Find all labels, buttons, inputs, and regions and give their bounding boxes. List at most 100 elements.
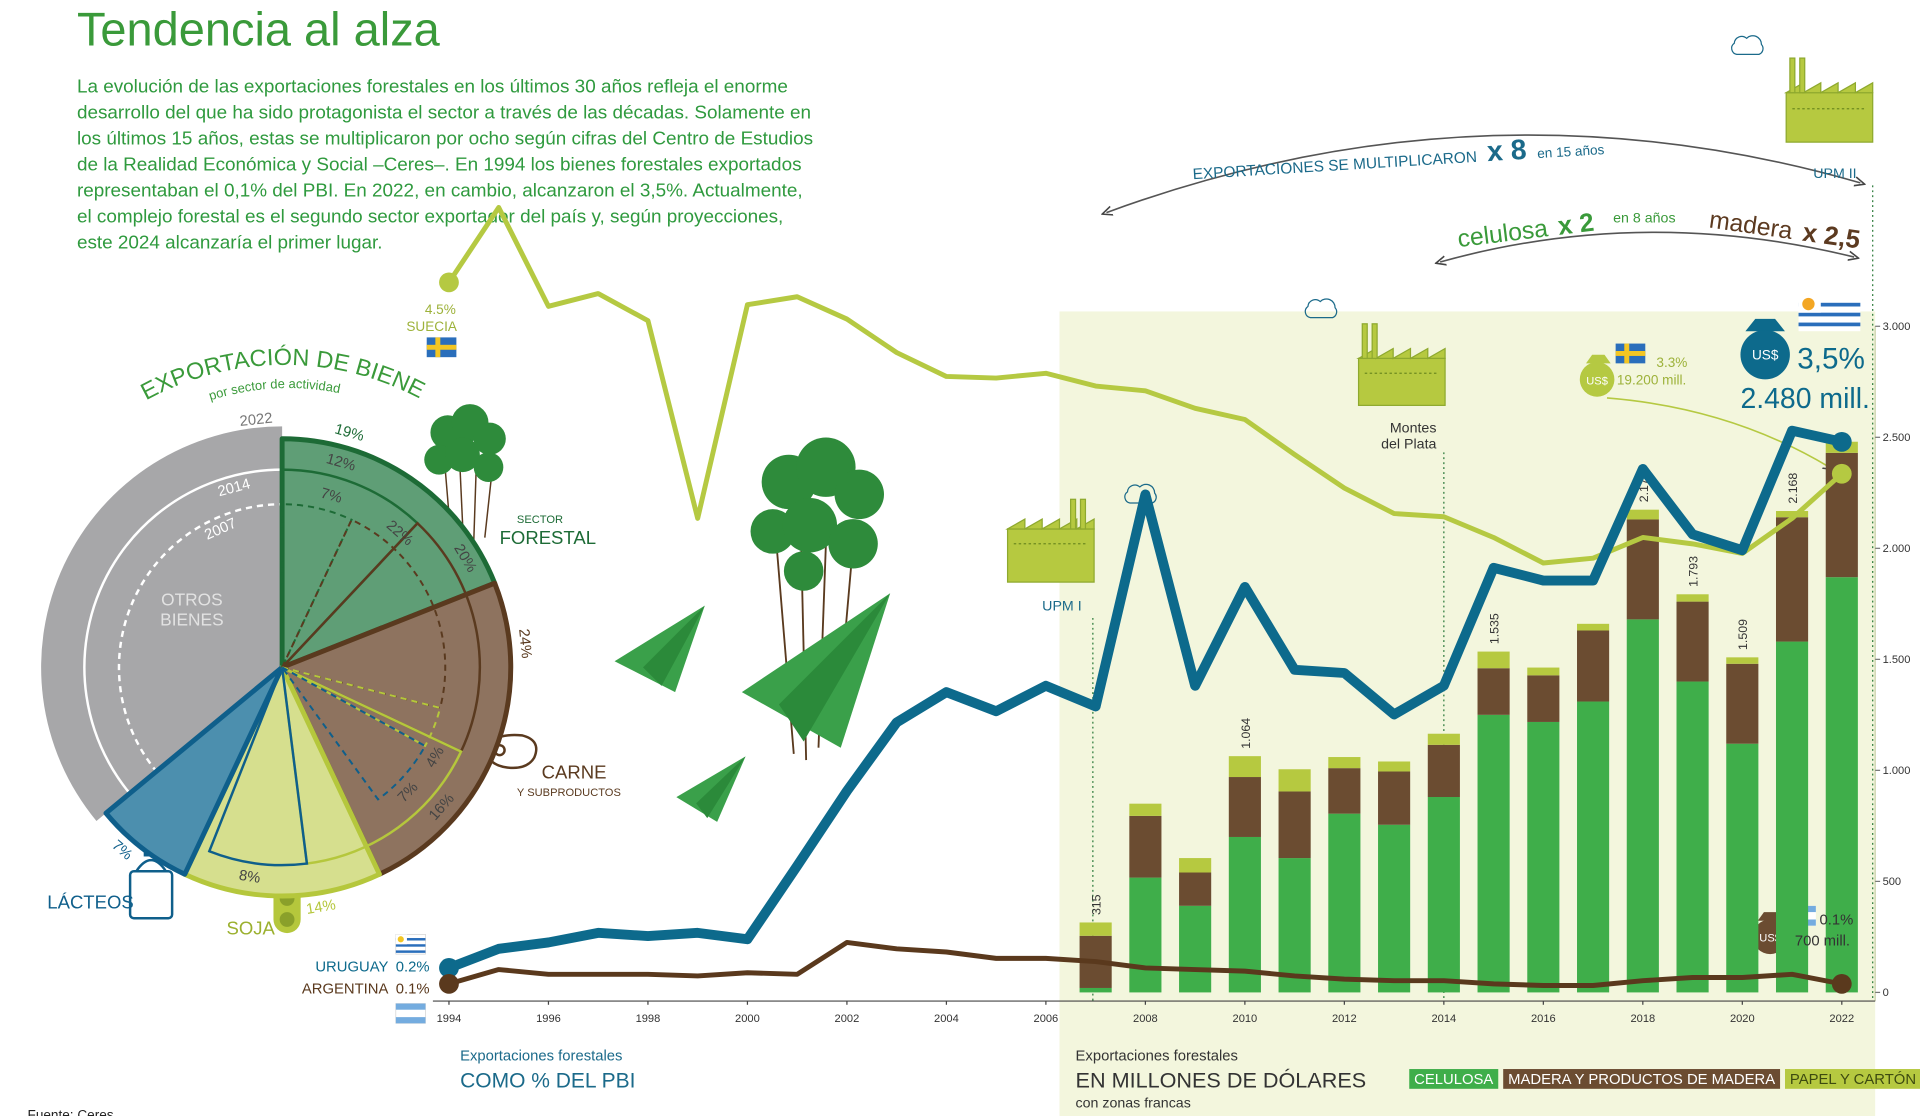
- pie-value-label: 8%: [238, 868, 262, 887]
- intro-line: desarrollo del que ha sido protagonista …: [77, 103, 811, 124]
- cellulose-note: celulosa x 2: [1456, 209, 1596, 254]
- species-arrow: [1440, 231, 1854, 262]
- intro-line: La evolución de las exportaciones forest…: [77, 77, 788, 98]
- x-tick-label: 1994: [437, 1013, 462, 1025]
- flag-uruguay: [395, 934, 426, 955]
- pie-other-label: BIENES: [160, 609, 223, 629]
- series-value-label: 3.3%: [1656, 355, 1687, 370]
- pie-year-label: 2022: [239, 411, 273, 430]
- bar-segment: [1726, 663, 1759, 744]
- line-end-dot: [439, 973, 459, 994]
- series-value-label: 0.1%: [1820, 912, 1854, 928]
- pie-subtitle-path: por sector de actividad: [207, 376, 342, 403]
- x-tick-label: 2014: [1431, 1013, 1456, 1025]
- factory-montes: [1356, 323, 1446, 406]
- bar-segment: [1328, 768, 1361, 814]
- pie-value-label: 12%: [324, 451, 357, 475]
- bar-segment: [1577, 623, 1610, 631]
- bar-segment: [1179, 858, 1212, 873]
- bar-segment: [1726, 743, 1759, 993]
- growth-factor: x 8: [1486, 134, 1527, 168]
- y-tick-label: 3.000: [1883, 321, 1911, 333]
- wood-note: madera x 2,5: [1707, 206, 1861, 255]
- bag-label: US$: [1752, 348, 1779, 363]
- bar-segment: [1477, 714, 1510, 993]
- x-tick-label: 2016: [1531, 1013, 1556, 1025]
- bar-segment: [1328, 813, 1361, 993]
- pie-sector: [207, 666, 309, 867]
- intro-line: este 2024 alcanzaría el primer lugar.: [77, 232, 383, 253]
- x-tick-label: 2010: [1233, 1013, 1258, 1025]
- bar-total-label: 1.535: [1488, 613, 1502, 644]
- intro: La evolución de las exportaciones forest…: [77, 77, 813, 254]
- bar-segment: [1477, 668, 1510, 715]
- bar-total-label: 1.509: [1736, 619, 1750, 650]
- x-tick-label: 2018: [1630, 1013, 1655, 1025]
- bar-segment: [1626, 509, 1659, 520]
- bar-total-label: 1.793: [1687, 556, 1701, 587]
- line-end-dot: [1831, 973, 1852, 994]
- bar-segment: [1378, 761, 1411, 772]
- bar-segment: [1427, 797, 1460, 993]
- bag-label: US$: [1759, 933, 1781, 945]
- bar-subtitle: Exportaciones forestales: [1076, 1048, 1238, 1064]
- pie-value-label: 14%: [305, 897, 337, 918]
- growth-arrow: [1106, 134, 1860, 213]
- pie-sector: [182, 664, 382, 899]
- bar-segment: [1278, 858, 1311, 993]
- flag-sweden: [426, 337, 457, 358]
- intro-line: de la Realidad Económica y Social –Ceres…: [77, 155, 802, 176]
- line-series: [448, 939, 1843, 988]
- intro-line: el complejo forestal es el segundo secto…: [77, 206, 783, 227]
- line-series: [447, 425, 1843, 973]
- pie-sector: [281, 503, 353, 668]
- series-value-label: 0.2%: [396, 959, 430, 975]
- y-tick-label: 1.000: [1883, 765, 1911, 777]
- series-name: URUGUAY: [315, 959, 388, 975]
- wood-text: madera: [1707, 207, 1794, 245]
- legend-swatch: [1409, 1069, 1499, 1089]
- series-total-label: 19.200 mill.: [1617, 372, 1686, 387]
- pie-sector: [280, 521, 482, 754]
- pie-title: EXPORTACIÓN DE BIENES: [0, 0, 429, 405]
- cellulose-factor: x 2: [1556, 209, 1595, 241]
- x-tick-label: 2002: [835, 1013, 860, 1025]
- pie-title-path: EXPORTACIÓN DE BIENES: [0, 0, 429, 405]
- pie-category-label: LÁCTEOS: [47, 891, 133, 912]
- bar-segment: [1427, 744, 1460, 798]
- x-tick-label: 2006: [1034, 1013, 1059, 1025]
- bar-segment: [1129, 803, 1162, 816]
- page-title: Tendencia al alza: [77, 3, 441, 56]
- pie-subtitle: por sector de actividad: [207, 376, 342, 403]
- bar-segment: [1079, 987, 1112, 993]
- bar-segment: [1676, 681, 1709, 993]
- trees-small: [424, 404, 506, 551]
- bar-segment: [1278, 791, 1311, 859]
- milestone-label: del Plata: [1381, 437, 1436, 453]
- bar-segment: [1427, 733, 1460, 745]
- sector-suffix: Y SUBPRODUCTOS: [517, 787, 621, 799]
- bar-segment: [1079, 922, 1112, 936]
- line-end-dot: [439, 272, 459, 293]
- y-tick-label: 2.000: [1883, 543, 1911, 555]
- bar-segment: [1228, 836, 1261, 993]
- line-end-dot: [1831, 463, 1852, 484]
- bar-segment: [1577, 630, 1610, 702]
- x-tick-label: 2008: [1133, 1013, 1158, 1025]
- line-end-dot: [439, 958, 459, 978]
- x-tick-label: 1996: [536, 1013, 561, 1025]
- bar-note: con zonas francas: [1076, 1095, 1191, 1111]
- x-tick-label: 2020: [1730, 1013, 1755, 1025]
- x-tick-label: 2000: [735, 1013, 760, 1025]
- bar-segment: [1676, 601, 1709, 682]
- y-tick-label: 2.500: [1883, 432, 1911, 444]
- pie-sector: [280, 665, 463, 865]
- pie-value-label: 7%: [319, 486, 344, 507]
- x-tick-label: 2022: [1829, 1013, 1854, 1025]
- factory-upm2: [1783, 57, 1874, 143]
- series-name: ARGENTINA: [302, 982, 389, 998]
- series-total-label: 2.480 mill.: [1740, 383, 1869, 415]
- line-end-dot: [1831, 431, 1852, 452]
- cellulose-text: celulosa: [1456, 215, 1550, 253]
- bar-segment: [1378, 824, 1411, 993]
